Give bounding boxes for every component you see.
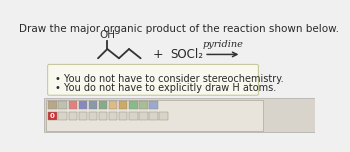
- Bar: [109, 112, 117, 120]
- Bar: [149, 101, 158, 109]
- Bar: [46, 100, 263, 131]
- Bar: [69, 101, 77, 109]
- Bar: [44, 98, 315, 132]
- Text: • You do not have to consider stereochemistry.: • You do not have to consider stereochem…: [55, 74, 283, 84]
- Text: OH: OH: [99, 30, 115, 40]
- Bar: [119, 101, 127, 109]
- Bar: [139, 112, 148, 120]
- Bar: [129, 112, 138, 120]
- Bar: [79, 101, 87, 109]
- Bar: [58, 112, 67, 120]
- Bar: [99, 112, 107, 120]
- FancyBboxPatch shape: [48, 64, 258, 95]
- Text: • You do not have to explicitly draw H atoms.: • You do not have to explicitly draw H a…: [55, 83, 276, 93]
- Text: pyridine: pyridine: [202, 40, 243, 49]
- Bar: [89, 112, 97, 120]
- Bar: [58, 101, 67, 109]
- Bar: [149, 112, 158, 120]
- Bar: [119, 112, 127, 120]
- Text: Draw the major organic product of the reaction shown below.: Draw the major organic product of the re…: [19, 24, 340, 34]
- Text: +: +: [152, 48, 163, 61]
- Bar: [69, 112, 77, 120]
- Bar: [99, 101, 107, 109]
- Bar: [159, 112, 168, 120]
- Text: SOCl₂: SOCl₂: [170, 48, 203, 61]
- Bar: [89, 101, 97, 109]
- Bar: [48, 101, 57, 109]
- Bar: [48, 112, 57, 120]
- Bar: [129, 101, 138, 109]
- Bar: [139, 101, 148, 109]
- Bar: [79, 112, 87, 120]
- Text: 0: 0: [50, 113, 55, 119]
- Bar: [109, 101, 117, 109]
